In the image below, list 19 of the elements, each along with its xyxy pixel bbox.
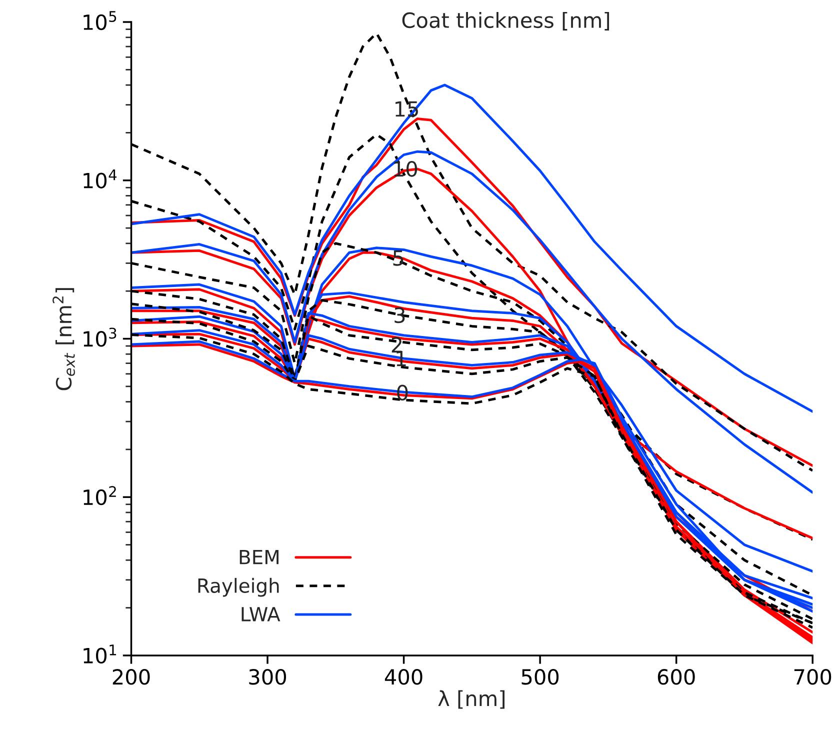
x-tick-label: 700	[794, 669, 832, 685]
annotation: Coat thickness [nm]	[402, 12, 610, 31]
annotation: 3	[394, 307, 405, 324]
annotation: 0	[397, 384, 408, 400]
y-tick-label: 10$^{2}$	[84, 486, 116, 506]
y-tick-label: 10$^{3}$	[84, 328, 116, 347]
legend-label: Rayleigh	[198, 578, 279, 597]
x-axis-title: λ [nm]	[438, 690, 504, 709]
x-tick-label: 500	[522, 669, 559, 685]
x-tick-label: 200	[112, 669, 150, 685]
legend-label: LWA	[242, 607, 280, 622]
y-tick-label: 10$^{5}$	[84, 11, 116, 30]
x-tick-label: 300	[249, 669, 286, 685]
y-tick-label: 10$^{4}$	[84, 170, 117, 188]
y-axis-title: C$_{ext}$ [nm$^{2}$]	[52, 288, 75, 390]
y-tick-label: 10$^{1}$	[84, 644, 116, 664]
x-tick-label: 400	[384, 669, 422, 685]
x-tick-label: 600	[658, 669, 695, 685]
legend-label: BEM	[240, 550, 278, 564]
